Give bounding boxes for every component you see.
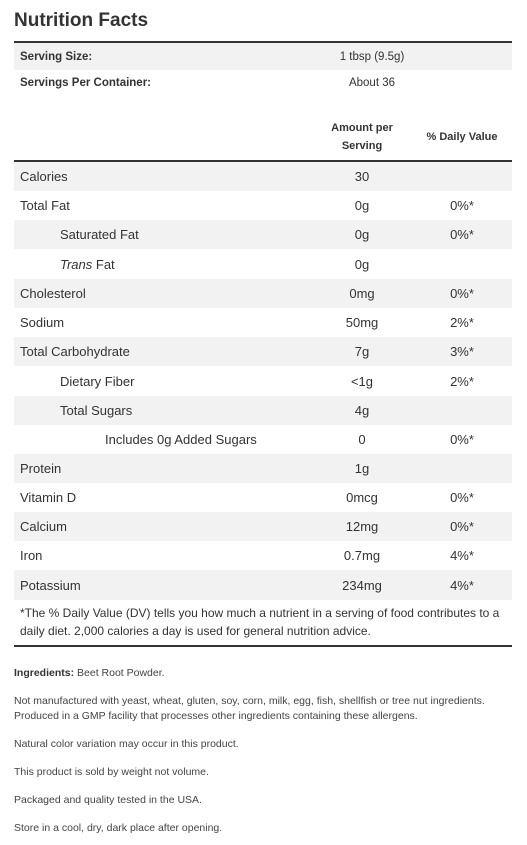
- allergen-note: Not manufactured with yeast, wheat, glut…: [14, 695, 485, 722]
- nutrient-dv: 0%*: [450, 490, 474, 505]
- nutrient-name: Includes 0g Added Sugars: [105, 432, 257, 447]
- nutrient-dv: 0%*: [450, 286, 474, 301]
- nutrient-amount: 0mcg: [346, 490, 378, 505]
- daily-value-header: % Daily Value: [426, 131, 498, 143]
- servings-per-container-value: About 36: [348, 77, 396, 89]
- nutrient-amount: 12mg: [345, 519, 379, 534]
- ingredients-note: Ingredients: Beet Root Powder.: [14, 666, 512, 681]
- nutrient-row-vitamin-d: Vitamin D 0mcg 0%*: [14, 483, 512, 512]
- nutrient-row-iron: Iron 0.7mg 4%*: [14, 541, 512, 570]
- color-variation-note: Natural color variation may occur in thi…: [14, 738, 239, 750]
- ingredients-value: Beet Root Powder.: [74, 667, 165, 679]
- nutrient-row-cholesterol: Cholesterol 0mg 0%*: [14, 279, 512, 308]
- nutrient-name: Saturated Fat: [60, 227, 139, 242]
- nutrient-row-total-sugars: Total Sugars 4g: [14, 396, 512, 425]
- nutrient-row-total-fat: Total Fat 0g 0%*: [14, 191, 512, 220]
- daily-value-footnote: *The % Daily Value (DV) tells you how mu…: [20, 606, 500, 638]
- nutrient-row-calories: Calories 30: [14, 162, 512, 191]
- nutrient-amount: 4g: [354, 403, 370, 418]
- nutrient-name: Dietary Fiber: [60, 373, 135, 389]
- nutrient-amount: 30: [354, 169, 370, 184]
- bottom-divider: [14, 645, 512, 647]
- nutrient-amount: 0g: [354, 227, 370, 242]
- nutrient-dv: 0%*: [450, 198, 474, 213]
- servings-per-container-row: Servings Per Container: About 36: [14, 70, 512, 96]
- nutrient-row-total-carbohydrate: Total Carbohydrate 7g 3%*: [14, 337, 512, 366]
- storage-note: Store in a cool, dry, dark place after o…: [14, 822, 223, 834]
- nutrient-name: Total Carbohydrate: [20, 344, 130, 359]
- nutrient-amount: <1g: [350, 373, 374, 389]
- nutrient-dv: 2%*: [450, 373, 474, 389]
- nutrient-dv: 0%*: [450, 519, 474, 534]
- nutrient-amount: 1g: [354, 461, 370, 476]
- nutrient-dv: 4%*: [450, 548, 474, 563]
- nutrient-name: Potassium: [20, 577, 81, 593]
- nutrient-name: Cholesterol: [20, 286, 86, 301]
- serving-size-value: 1 tbsp (9.5g): [339, 50, 405, 63]
- nutrient-name: Iron: [20, 548, 43, 563]
- nutrient-name: Total Fat: [20, 198, 70, 213]
- nutrient-dv: 3%*: [450, 344, 474, 359]
- nutrient-row-protein: Protein 1g: [14, 454, 512, 483]
- nutrient-amount: 0.7mg: [343, 548, 381, 563]
- nutrient-row-sodium: Sodium 50mg 2%*: [14, 308, 512, 337]
- nutrient-dv: 0%*: [450, 227, 474, 242]
- serving-size-row: Serving Size: 1 tbsp (9.5g): [14, 43, 512, 70]
- nutrient-amount: 50mg: [345, 315, 379, 330]
- nutrient-amount: 0: [358, 432, 366, 447]
- ingredients-label: Ingredients:: [14, 667, 75, 679]
- nutrient-row-dietary-fiber: Dietary Fiber <1g 2%*: [14, 366, 512, 396]
- nutrient-dv: 2%*: [450, 315, 474, 330]
- nutrition-facts-title: Nutrition Facts: [14, 10, 149, 31]
- nutrient-amount: 0mg: [349, 286, 375, 301]
- nutrient-name: Total Sugars: [60, 403, 133, 418]
- nutrient-name: Sodium: [20, 315, 65, 330]
- nutrient-name: Vitamin D: [20, 490, 77, 505]
- nutrient-name: Protein: [20, 461, 62, 476]
- nutrient-amount: 0g: [354, 256, 370, 272]
- nutrient-name: Calcium: [20, 519, 67, 534]
- nutrient-dv: 4%*: [450, 577, 474, 593]
- nutrient-row-calcium: Calcium 12mg 0%*: [14, 512, 512, 541]
- nutrient-row-trans-fat: Trans Fat 0g: [14, 249, 512, 279]
- nutrient-amount: 234mg: [342, 577, 382, 593]
- servings-per-container-label: Servings Per Container:: [20, 77, 152, 89]
- packaging-note: Packaged and quality tested in the USA.: [14, 794, 202, 806]
- nutrient-row-saturated-fat: Saturated Fat 0g 0%*: [14, 220, 512, 249]
- column-header-row: Amount per Serving % Daily Value: [14, 118, 512, 156]
- nutrient-name: Calories: [20, 169, 68, 184]
- nutrient-dv: [412, 396, 512, 425]
- nutrient-amount: 7g: [354, 344, 370, 359]
- nutrient-dv: [412, 162, 512, 191]
- amount-per-serving-header: Amount per Serving: [331, 122, 393, 152]
- nutrient-dv: 0%*: [450, 432, 474, 447]
- nutrient-row-potassium: Potassium 234mg 4%*: [14, 570, 512, 600]
- top-divider: [14, 41, 512, 43]
- header-divider: [14, 160, 512, 162]
- nutrient-name: Trans Fat: [60, 256, 115, 272]
- nutrient-amount: 0g: [354, 198, 370, 213]
- nutrient-row-added-sugars: Includes 0g Added Sugars 0 0%*: [14, 425, 512, 454]
- nutrient-dv: [412, 249, 512, 279]
- nutrient-dv: [412, 454, 512, 483]
- serving-size-label: Serving Size:: [20, 50, 93, 63]
- weight-note: This product is sold by weight not volum…: [14, 766, 209, 778]
